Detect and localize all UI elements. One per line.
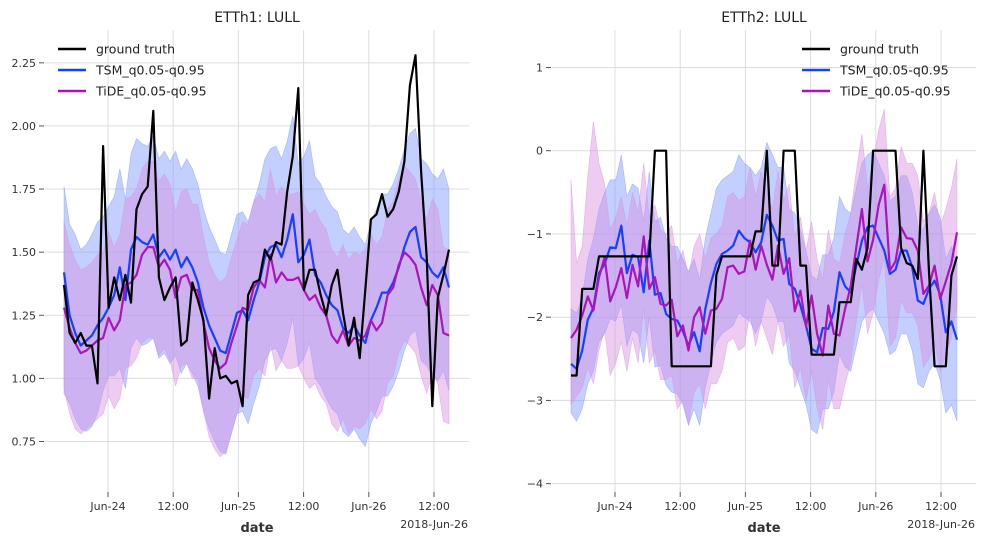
confidence-band — [570, 109, 958, 430]
y-tick-label: −1 — [527, 228, 543, 241]
y-tick-label: −3 — [527, 394, 543, 407]
y-tick-label: 1.25 — [12, 309, 37, 322]
series-line — [570, 183, 959, 357]
legend: ground truth TSM_q0.05-q0.95 TiDE_q0.05-q0… — [802, 42, 951, 99]
bands — [570, 109, 958, 435]
y-tick-label: 0.75 — [12, 436, 37, 449]
legend-label: ground truth — [96, 42, 175, 57]
y-ticks: −4 −3 −2 −1 0 1 — [527, 61, 551, 491]
x-tick-label: 12:00 — [795, 500, 827, 513]
series-line — [571, 149, 959, 377]
y-tick-label: 1.00 — [12, 372, 37, 385]
legend-label: TiDE_q0.05-q0.95 — [839, 84, 951, 99]
legend-label: TSM_q0.05-q0.95 — [95, 63, 205, 78]
series-line — [62, 54, 451, 408]
chart-etth2: ETTh2: LULL Jun-24 12:00 Jun-25 12:00 Jun-26… — [527, 10, 976, 536]
x-tick-label: Jun-26 — [350, 500, 386, 513]
y-tick-label: 1.50 — [12, 246, 37, 259]
y-tick-label: 2.25 — [12, 57, 37, 70]
legend-label: TSM_q0.05-q0.95 — [839, 63, 949, 78]
x-tick-label: 12:00 — [925, 500, 957, 513]
x-tick-label: 12:00 — [157, 500, 189, 513]
chart-title: ETTh1: LULL — [214, 10, 300, 26]
y-tick-label: 0 — [536, 145, 543, 158]
series-lines — [62, 54, 451, 408]
legend-label: TiDE_q0.05-q0.95 — [95, 84, 207, 99]
grid — [45, 30, 469, 492]
y-tick-label: 1.75 — [12, 183, 37, 196]
x-tick-label: Jun-24 — [89, 500, 125, 513]
chart-etth1: ETTh1: LULL Jun-24 12:00 Jun-25 12:00 Jun-26… — [12, 10, 469, 536]
legend-label: ground truth — [840, 42, 919, 57]
x-ticks: Jun-24 12:00 Jun-25 12:00 Jun-26 12:00 — [596, 492, 957, 513]
y-tick-label: −2 — [527, 311, 543, 324]
x-tick-label: Jun-25 — [727, 500, 763, 513]
x-offset-label: 2018-Jun-26 — [907, 518, 975, 531]
y-ticks: 0.75 1.00 1.25 1.50 1.75 2.00 2.25 — [12, 57, 44, 449]
x-tick-label: Jun-25 — [220, 500, 256, 513]
x-axis-label: date — [240, 521, 273, 536]
x-axis-label: date — [747, 521, 780, 536]
x-tick-label: 12:00 — [288, 500, 320, 513]
x-offset-label: 2018-Jun-26 — [400, 518, 468, 531]
y-tick-label: −4 — [527, 478, 543, 491]
confidence-band — [63, 161, 450, 458]
grid — [552, 30, 976, 492]
y-tick-label: 2.00 — [12, 120, 37, 133]
x-tick-label: Jun-26 — [857, 500, 893, 513]
x-ticks: Jun-24 12:00 Jun-25 12:00 Jun-26 12:00 — [89, 492, 450, 513]
legend: ground truth TSM_q0.05-q0.95 TiDE_q0.05-q0… — [58, 42, 207, 99]
x-tick-label: Jun-24 — [596, 500, 632, 513]
series-lines — [570, 149, 959, 377]
chart-title: ETTh2: LULL — [721, 10, 807, 26]
y-tick-label: 1 — [536, 61, 543, 74]
x-tick-label: 12:00 — [418, 500, 450, 513]
x-tick-label: 12:00 — [664, 500, 696, 513]
series-line — [62, 213, 451, 355]
